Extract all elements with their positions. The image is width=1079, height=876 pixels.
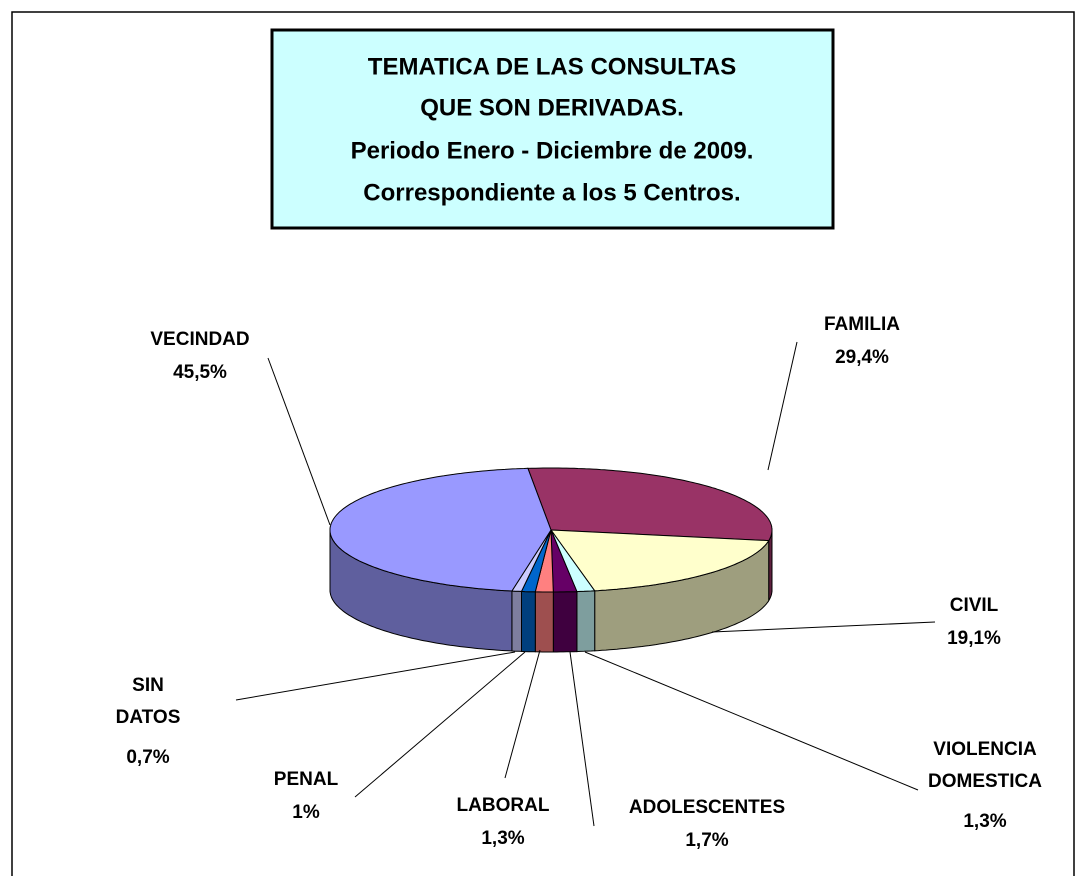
data-label-value: 45,5% (173, 362, 227, 383)
data-label-name: ADOLESCENTES (629, 797, 785, 818)
leader-line (267, 357, 331, 526)
slice (527, 467, 773, 542)
data-label-name: LABORAL (457, 795, 550, 816)
leader-line (504, 649, 541, 779)
data-label-name: PENAL (274, 769, 339, 790)
chart-subtitle: Correspondiente a los 5 Centros. (363, 179, 740, 206)
leader-line (354, 651, 526, 798)
leader-line (235, 651, 516, 701)
pie-tops (329, 467, 773, 593)
slice-side (511, 590, 522, 652)
data-label-value: 29,4% (835, 347, 889, 368)
leader-line (711, 621, 936, 633)
data-label-name: VIOLENCIA DOMESTICA (928, 739, 1042, 792)
slice-side (552, 591, 578, 653)
data-label-name: CIVIL (950, 595, 999, 616)
data-label-value: 1,3% (481, 828, 524, 849)
title-box (270, 28, 835, 230)
slice (550, 529, 596, 593)
data-label-value: 19,1% (947, 628, 1001, 649)
leader-line (584, 651, 919, 791)
data-label-value: 1,7% (685, 830, 728, 851)
data-label-value: 0,7% (126, 747, 169, 768)
slice-side (576, 590, 596, 653)
data-label-value: 1,3% (963, 811, 1006, 832)
chart-title: QUE SON DERIVADAS. (420, 94, 684, 121)
leader-line (767, 341, 798, 471)
chart-subtitle: Periodo Enero - Diciembre de 2009. (351, 137, 754, 164)
data-label-name: SIN DATOS (116, 675, 181, 728)
slice-side (521, 590, 536, 653)
data-label-name: VECINDAD (150, 329, 249, 350)
slice (534, 529, 554, 593)
leader-line (569, 651, 595, 827)
slice (550, 529, 578, 593)
data-label-value: 1% (292, 802, 320, 823)
data-label-name: FAMILIA (824, 314, 900, 335)
chart-title: TEMATICA DE LAS CONSULTAS (368, 53, 736, 80)
slice (329, 467, 552, 592)
slice (549, 529, 770, 592)
slice-side (534, 591, 554, 653)
